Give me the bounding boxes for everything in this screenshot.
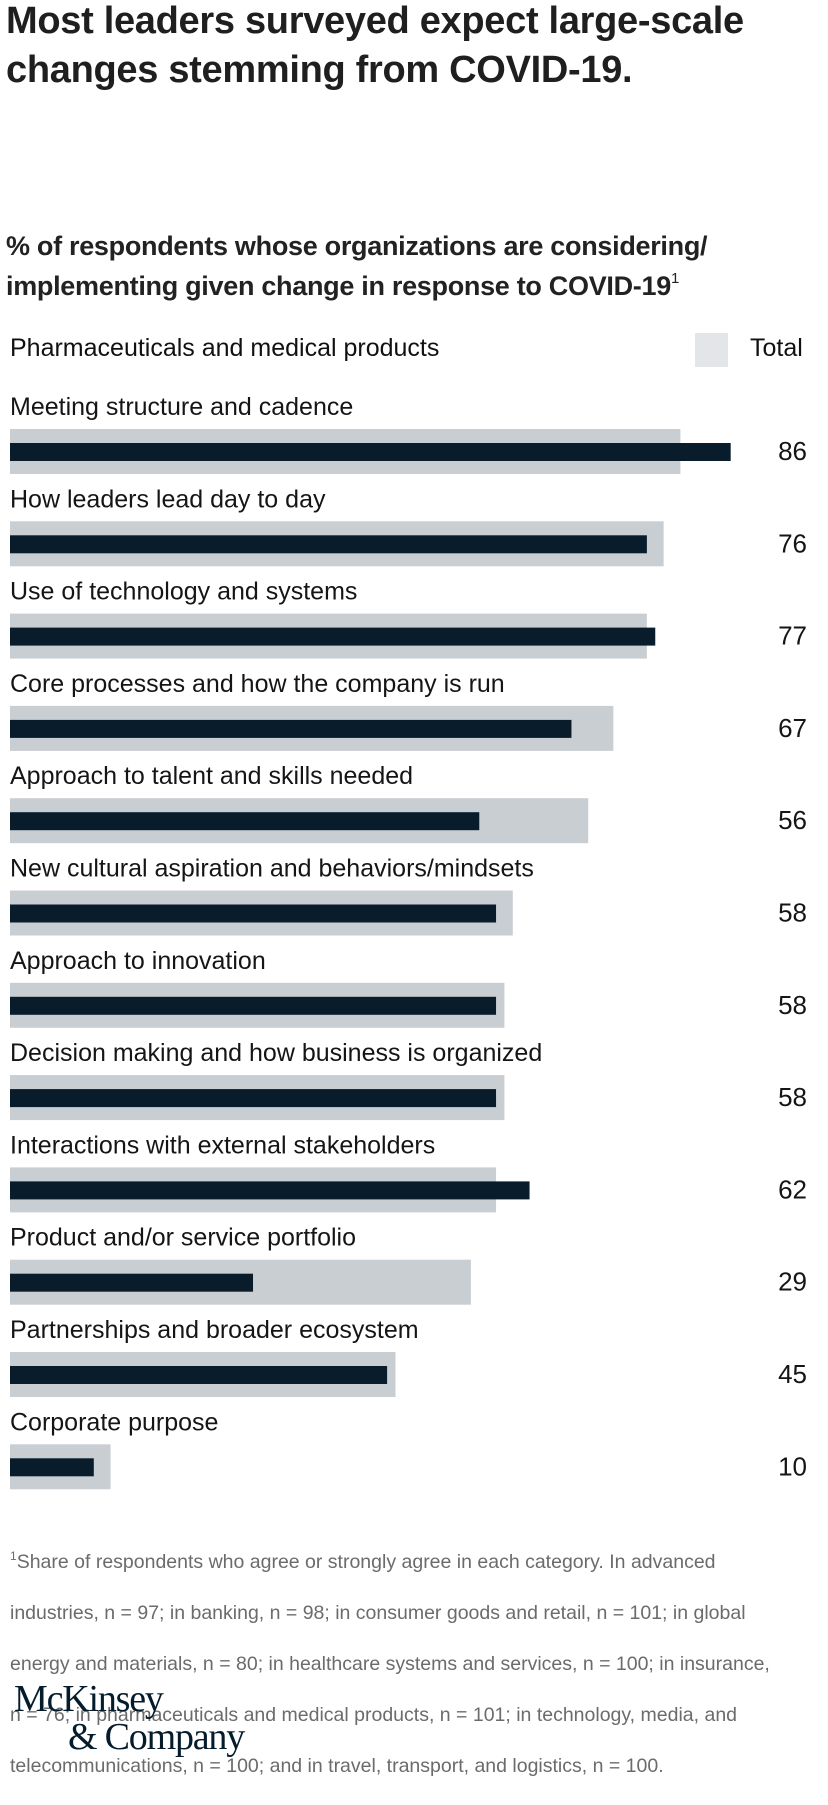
bar-row: Meeting structure and cadence 86 <box>10 393 807 474</box>
footnote: 1Share of respondents who agree or stron… <box>10 1524 828 1805</box>
footnote-text: Share of respondents who agree or strong… <box>16 1550 716 1573</box>
value-label: 45 <box>778 1359 807 1389</box>
value-label: 10 <box>778 1451 807 1481</box>
mckinsey-logo: McKinsey & Company <box>14 1678 245 1758</box>
value-label: 58 <box>778 898 807 928</box>
segment-bar <box>10 627 656 646</box>
footnote-line: industries, n = 97; in banking, n = 98; … <box>10 1601 746 1624</box>
category-label: Approach to innovation <box>10 947 266 975</box>
bar-row: Use of technology and systems 77 <box>10 578 807 659</box>
bar-row: Approach to innovation 58 <box>10 947 807 1028</box>
footnote-line: 1Share of respondents who agree or stron… <box>10 1550 828 1576</box>
category-label: New cultural aspiration and behaviors/mi… <box>10 855 534 883</box>
bar-chart: Meeting structure and cadence 86 How leade… <box>10 393 807 1490</box>
segment-bar <box>10 904 497 923</box>
segment-bar <box>10 1089 497 1108</box>
footnote-line: n = 76; in pharmaceuticals and medical p… <box>10 1703 738 1726</box>
bar-row: Product and/or service portfolio 29 <box>10 1224 807 1305</box>
segment-bar <box>10 812 480 831</box>
chart-title: Most leaders surveyed expect large-scale… <box>6 0 744 91</box>
value-label: 77 <box>778 621 807 651</box>
category-label: How leaders lead day to day <box>10 485 326 513</box>
category-label: Corporate purpose <box>10 1408 218 1436</box>
segment-bar <box>10 1458 94 1477</box>
bar-row: How leaders lead day to day 76 <box>10 485 807 567</box>
value-label: 86 <box>778 436 807 466</box>
category-label: Partnerships and broader ecosystem <box>10 1316 419 1344</box>
value-label: 76 <box>778 528 807 558</box>
segment-bar <box>10 1273 254 1292</box>
category-label: Meeting structure and cadence <box>10 393 353 421</box>
segment-bar <box>10 443 731 461</box>
value-label: 62 <box>778 1174 807 1204</box>
category-label: Product and/or service portfolio <box>10 1224 356 1252</box>
segment-bar <box>10 535 647 554</box>
bar-row: Approach to talent and skills needed 56 <box>10 762 807 844</box>
footnote-marker: 1 <box>10 1548 17 1563</box>
segment-bar <box>10 1366 388 1384</box>
segment-bar <box>10 1181 530 1200</box>
footnote-marker: 1 <box>670 270 679 287</box>
value-label: 56 <box>778 805 807 835</box>
value-label: 67 <box>778 713 807 743</box>
segment-bar <box>10 719 572 738</box>
footnote-line: telecommunications, n = 100; and in trav… <box>10 1754 664 1777</box>
bar-row: Decision making and how business is orga… <box>10 1039 807 1121</box>
category-label: Decision making and how business is orga… <box>10 1039 542 1067</box>
value-label: 58 <box>778 990 807 1020</box>
legend-total-swatch <box>695 333 728 367</box>
value-label: 29 <box>778 1267 807 1297</box>
bar-row: Partnerships and broader ecosystem 45 <box>10 1316 807 1397</box>
bar-row: Core processes and how the company is ru… <box>10 670 807 751</box>
footnote-line: energy and materials, n = 80; in healthc… <box>10 1652 770 1675</box>
logo-line-1: McKinsey <box>14 1678 164 1720</box>
bar-row: Corporate purpose 10 <box>10 1408 807 1490</box>
chart-subtitle: % of respondents whose organizations are… <box>6 226 828 306</box>
category-label: Interactions with external stakeholders <box>10 1131 435 1159</box>
category-label: Core processes and how the company is ru… <box>10 670 505 698</box>
segment-bar <box>10 996 497 1015</box>
bar-row: New cultural aspiration and behaviors/mi… <box>10 855 807 936</box>
legend-total-label: Total <box>750 334 803 362</box>
legend-segment-label: Pharmaceuticals and medical products <box>10 334 440 362</box>
subtitle-text: % of respondents whose organizations are… <box>6 231 708 301</box>
value-label: 58 <box>778 1082 807 1112</box>
category-label: Approach to talent and skills needed <box>10 762 413 790</box>
category-label: Use of technology and systems <box>10 578 357 606</box>
bar-row: Interactions with external stakeholders 6… <box>10 1131 807 1213</box>
logo-line-2: & Company <box>68 1716 245 1758</box>
